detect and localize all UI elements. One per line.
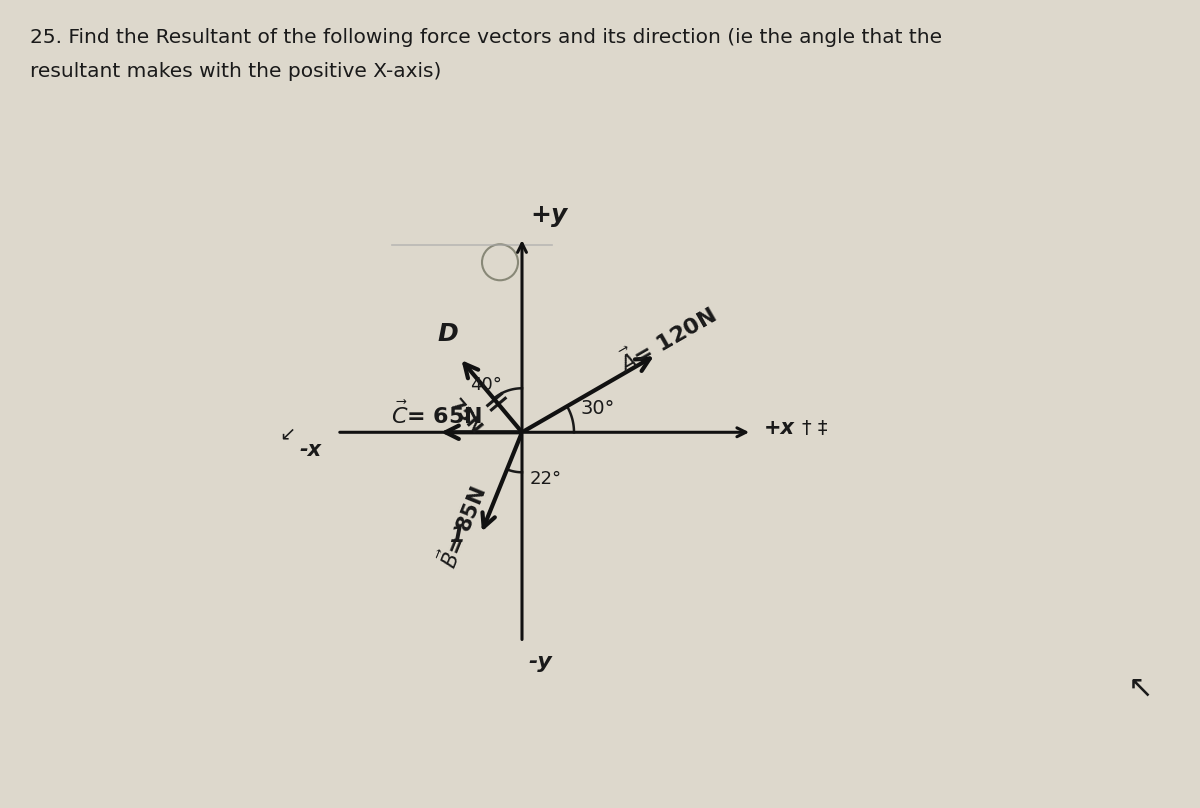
Text: ↙: ↙ [278,425,295,444]
Text: -x: -x [300,440,322,461]
Text: $\vec{B}$= 85N: $\vec{B}$= 85N [434,482,491,572]
Text: D: D [437,322,458,346]
Text: 75N: 75N [446,396,486,438]
Text: † ‡: † ‡ [802,419,828,438]
Text: ↖: ↖ [1127,674,1153,702]
Text: 1: 1 [449,526,464,546]
Text: 25. Find the Resultant of the following force vectors and its direction (ie the : 25. Find the Resultant of the following … [30,28,942,47]
Text: 22°: 22° [530,470,562,488]
Text: $\vec{C}$= 65N: $\vec{C}$= 65N [391,401,482,428]
Text: +y: +y [530,204,568,227]
Text: $\vec{A}$= 120N: $\vec{A}$= 120N [613,301,720,378]
Text: resultant makes with the positive X-axis): resultant makes with the positive X-axis… [30,62,442,81]
Text: 30°: 30° [580,399,614,419]
Text: -y: -y [528,652,552,672]
Text: 40°: 40° [470,377,502,394]
Text: +x: +x [764,419,796,438]
